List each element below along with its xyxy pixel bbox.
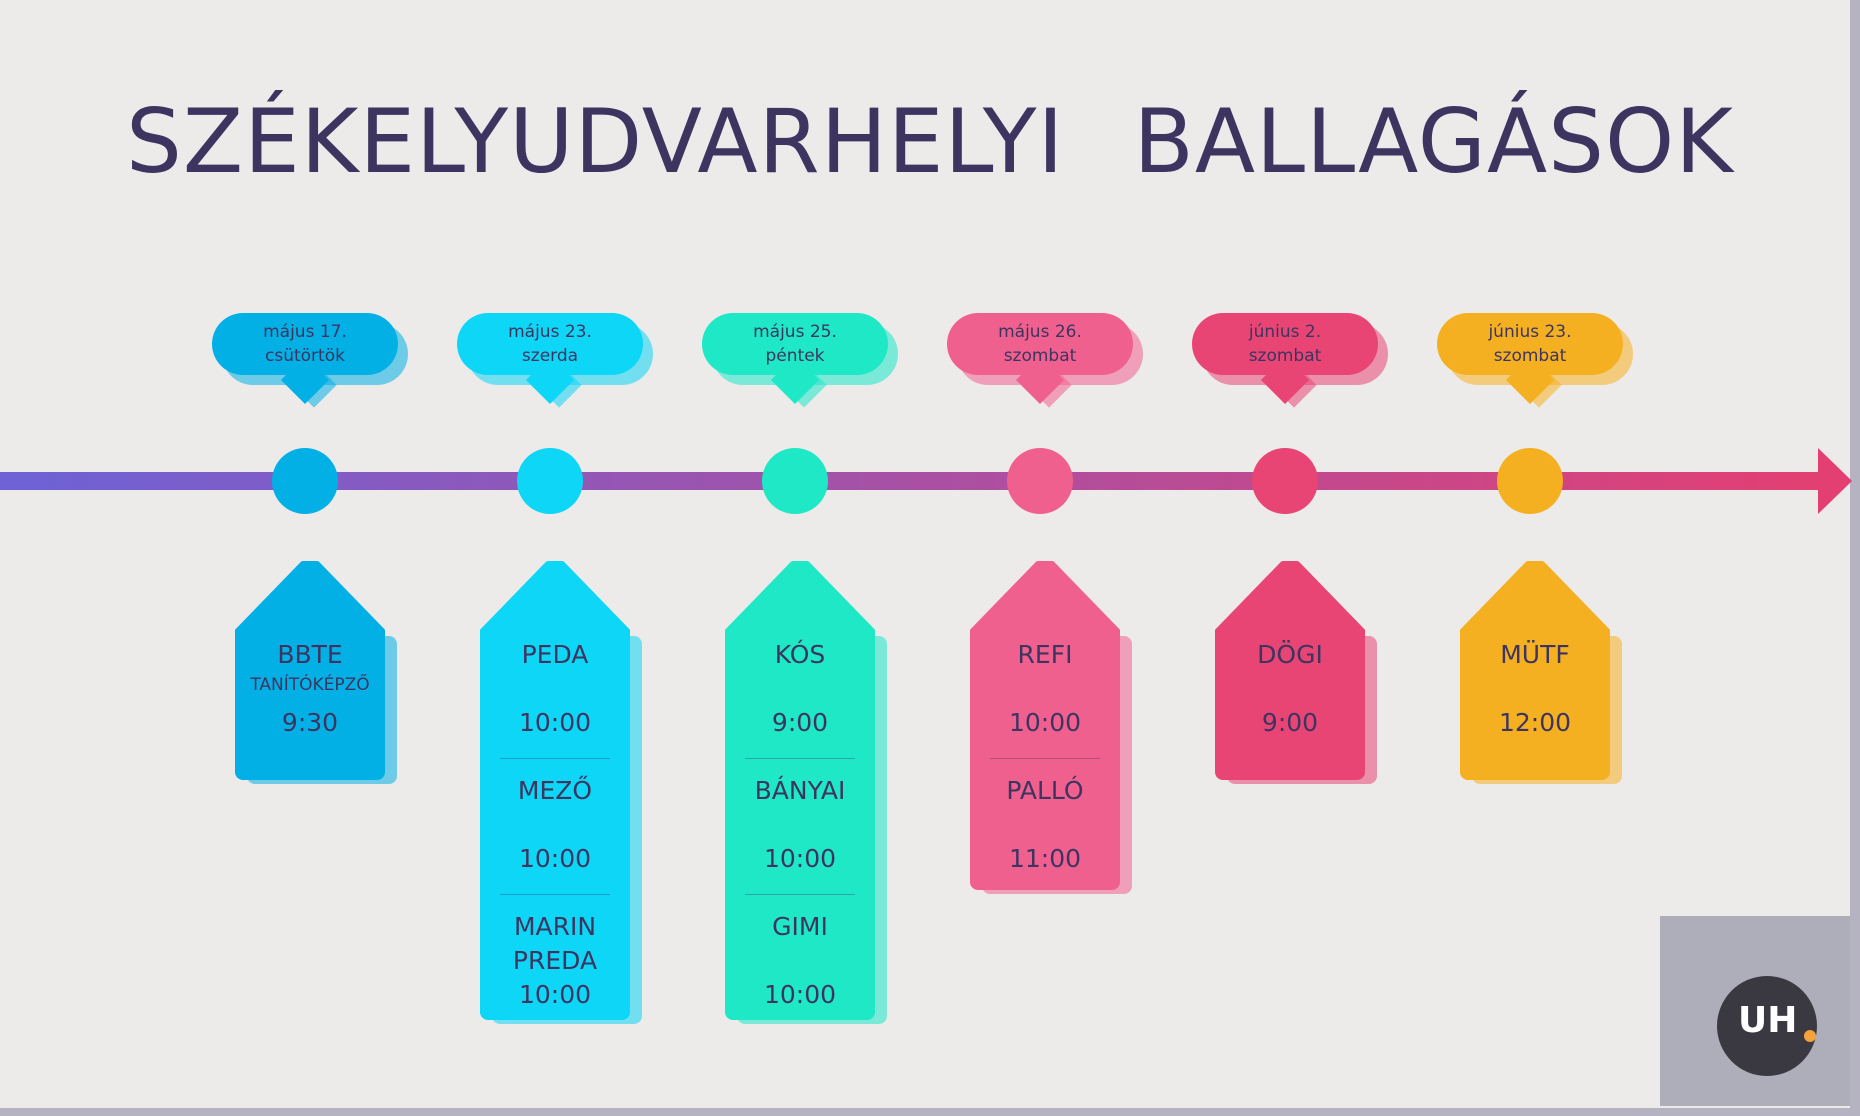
- school-separator: [500, 894, 610, 895]
- school-name: MEZŐ: [517, 776, 593, 805]
- date-bubble-main: május 17. csütörtök: [212, 313, 398, 375]
- date-bubble: június 23. szombat: [1437, 313, 1633, 408]
- date-bubble-main: május 26. szombat: [947, 313, 1133, 375]
- school-time: 10:00: [518, 980, 592, 1009]
- event-date: május 23.: [508, 322, 592, 342]
- timeline-dot: [1497, 448, 1563, 514]
- school-card-body: [235, 632, 385, 780]
- page-title: SZÉKELYUDVARHELYI BALLAGÁSOK: [126, 90, 1734, 193]
- school-card-body: [970, 632, 1120, 890]
- event-day: szombat: [1248, 346, 1322, 366]
- logo-dot: [1804, 1030, 1816, 1042]
- date-bubble-main: május 25. péntek: [702, 313, 888, 375]
- date-bubble: május 23. szerda: [457, 313, 653, 408]
- school-separator: [990, 758, 1100, 759]
- school-separator: [745, 758, 855, 759]
- school-time: 10:00: [518, 708, 592, 737]
- school-name: BÁNYAI: [754, 776, 846, 805]
- date-bubble-main: június 23. szombat: [1437, 313, 1623, 375]
- school-name: MÜTF: [1500, 640, 1570, 669]
- school-card-roof: [725, 561, 875, 640]
- school-subname: TANÍTÓKÉPZŐ: [250, 675, 370, 695]
- event-day: péntek: [765, 346, 825, 366]
- timeline-dot: [272, 448, 338, 514]
- school-time: 12:00: [1498, 708, 1572, 737]
- date-bubble: május 26. szombat: [947, 313, 1143, 408]
- school-time: 10:00: [518, 844, 592, 873]
- school-time: 9:00: [1261, 708, 1319, 737]
- school-card-roof: [970, 561, 1120, 640]
- event-date: június 23.: [1488, 322, 1572, 342]
- school-time: 9:30: [281, 708, 339, 737]
- school-name: PALLÓ: [1006, 776, 1084, 805]
- timeline-arrowhead: [1818, 448, 1852, 514]
- school-name: PEDA: [521, 640, 589, 669]
- school-name: DÖGI: [1257, 640, 1323, 669]
- school-name: REFI: [1017, 640, 1073, 669]
- school-card-roof: [1215, 561, 1365, 640]
- logo-text: UH: [1738, 1000, 1798, 1041]
- timeline-arrow: [0, 448, 1852, 514]
- school-name: BBTE: [277, 640, 343, 669]
- date-bubble: június 2. szombat: [1192, 313, 1388, 408]
- school-card-body: [1215, 632, 1365, 780]
- date-bubble-main: június 2. szombat: [1192, 313, 1378, 375]
- school-card-roof: [1460, 561, 1610, 640]
- school-separator: [745, 894, 855, 895]
- school-name: KÓS: [774, 640, 826, 669]
- event-day: csütörtök: [265, 346, 345, 366]
- timeline-dot: [517, 448, 583, 514]
- event-day: szombat: [1003, 346, 1077, 366]
- timeline-dot: [762, 448, 828, 514]
- school-card-roof: [480, 561, 630, 640]
- date-bubble: május 25. péntek: [702, 313, 898, 408]
- frame-right-border: [1850, 0, 1860, 1116]
- school-card-roof: [235, 561, 385, 640]
- date-bubble-main: május 23. szerda: [457, 313, 643, 375]
- date-bubble: május 17. csütörtök: [212, 313, 408, 408]
- school-time: 10:00: [1008, 708, 1082, 737]
- school-time: 10:00: [763, 980, 837, 1009]
- frame-bottom-border: [0, 1108, 1860, 1116]
- school-time: 10:00: [763, 844, 837, 873]
- timeline-dot: [1007, 448, 1073, 514]
- timeline-line: [0, 472, 1825, 490]
- school-time: 11:00: [1008, 844, 1082, 873]
- school-card-body: [1460, 632, 1610, 780]
- event-date: május 17.: [263, 322, 347, 342]
- event-date: május 26.: [998, 322, 1082, 342]
- school-time: 9:00: [771, 708, 829, 737]
- logo-circle: [1717, 976, 1817, 1076]
- school-separator: [500, 758, 610, 759]
- timeline-dot: [1252, 448, 1318, 514]
- event-date: május 25.: [753, 322, 837, 342]
- event-day: szombat: [1493, 346, 1567, 366]
- event-day: szerda: [521, 346, 579, 366]
- school-name: MARIN PREDA: [512, 912, 598, 975]
- event-date: június 2.: [1248, 322, 1322, 342]
- school-card-body: [480, 632, 630, 1020]
- school-card-body: [725, 632, 875, 1020]
- school-name: GIMI: [772, 912, 828, 941]
